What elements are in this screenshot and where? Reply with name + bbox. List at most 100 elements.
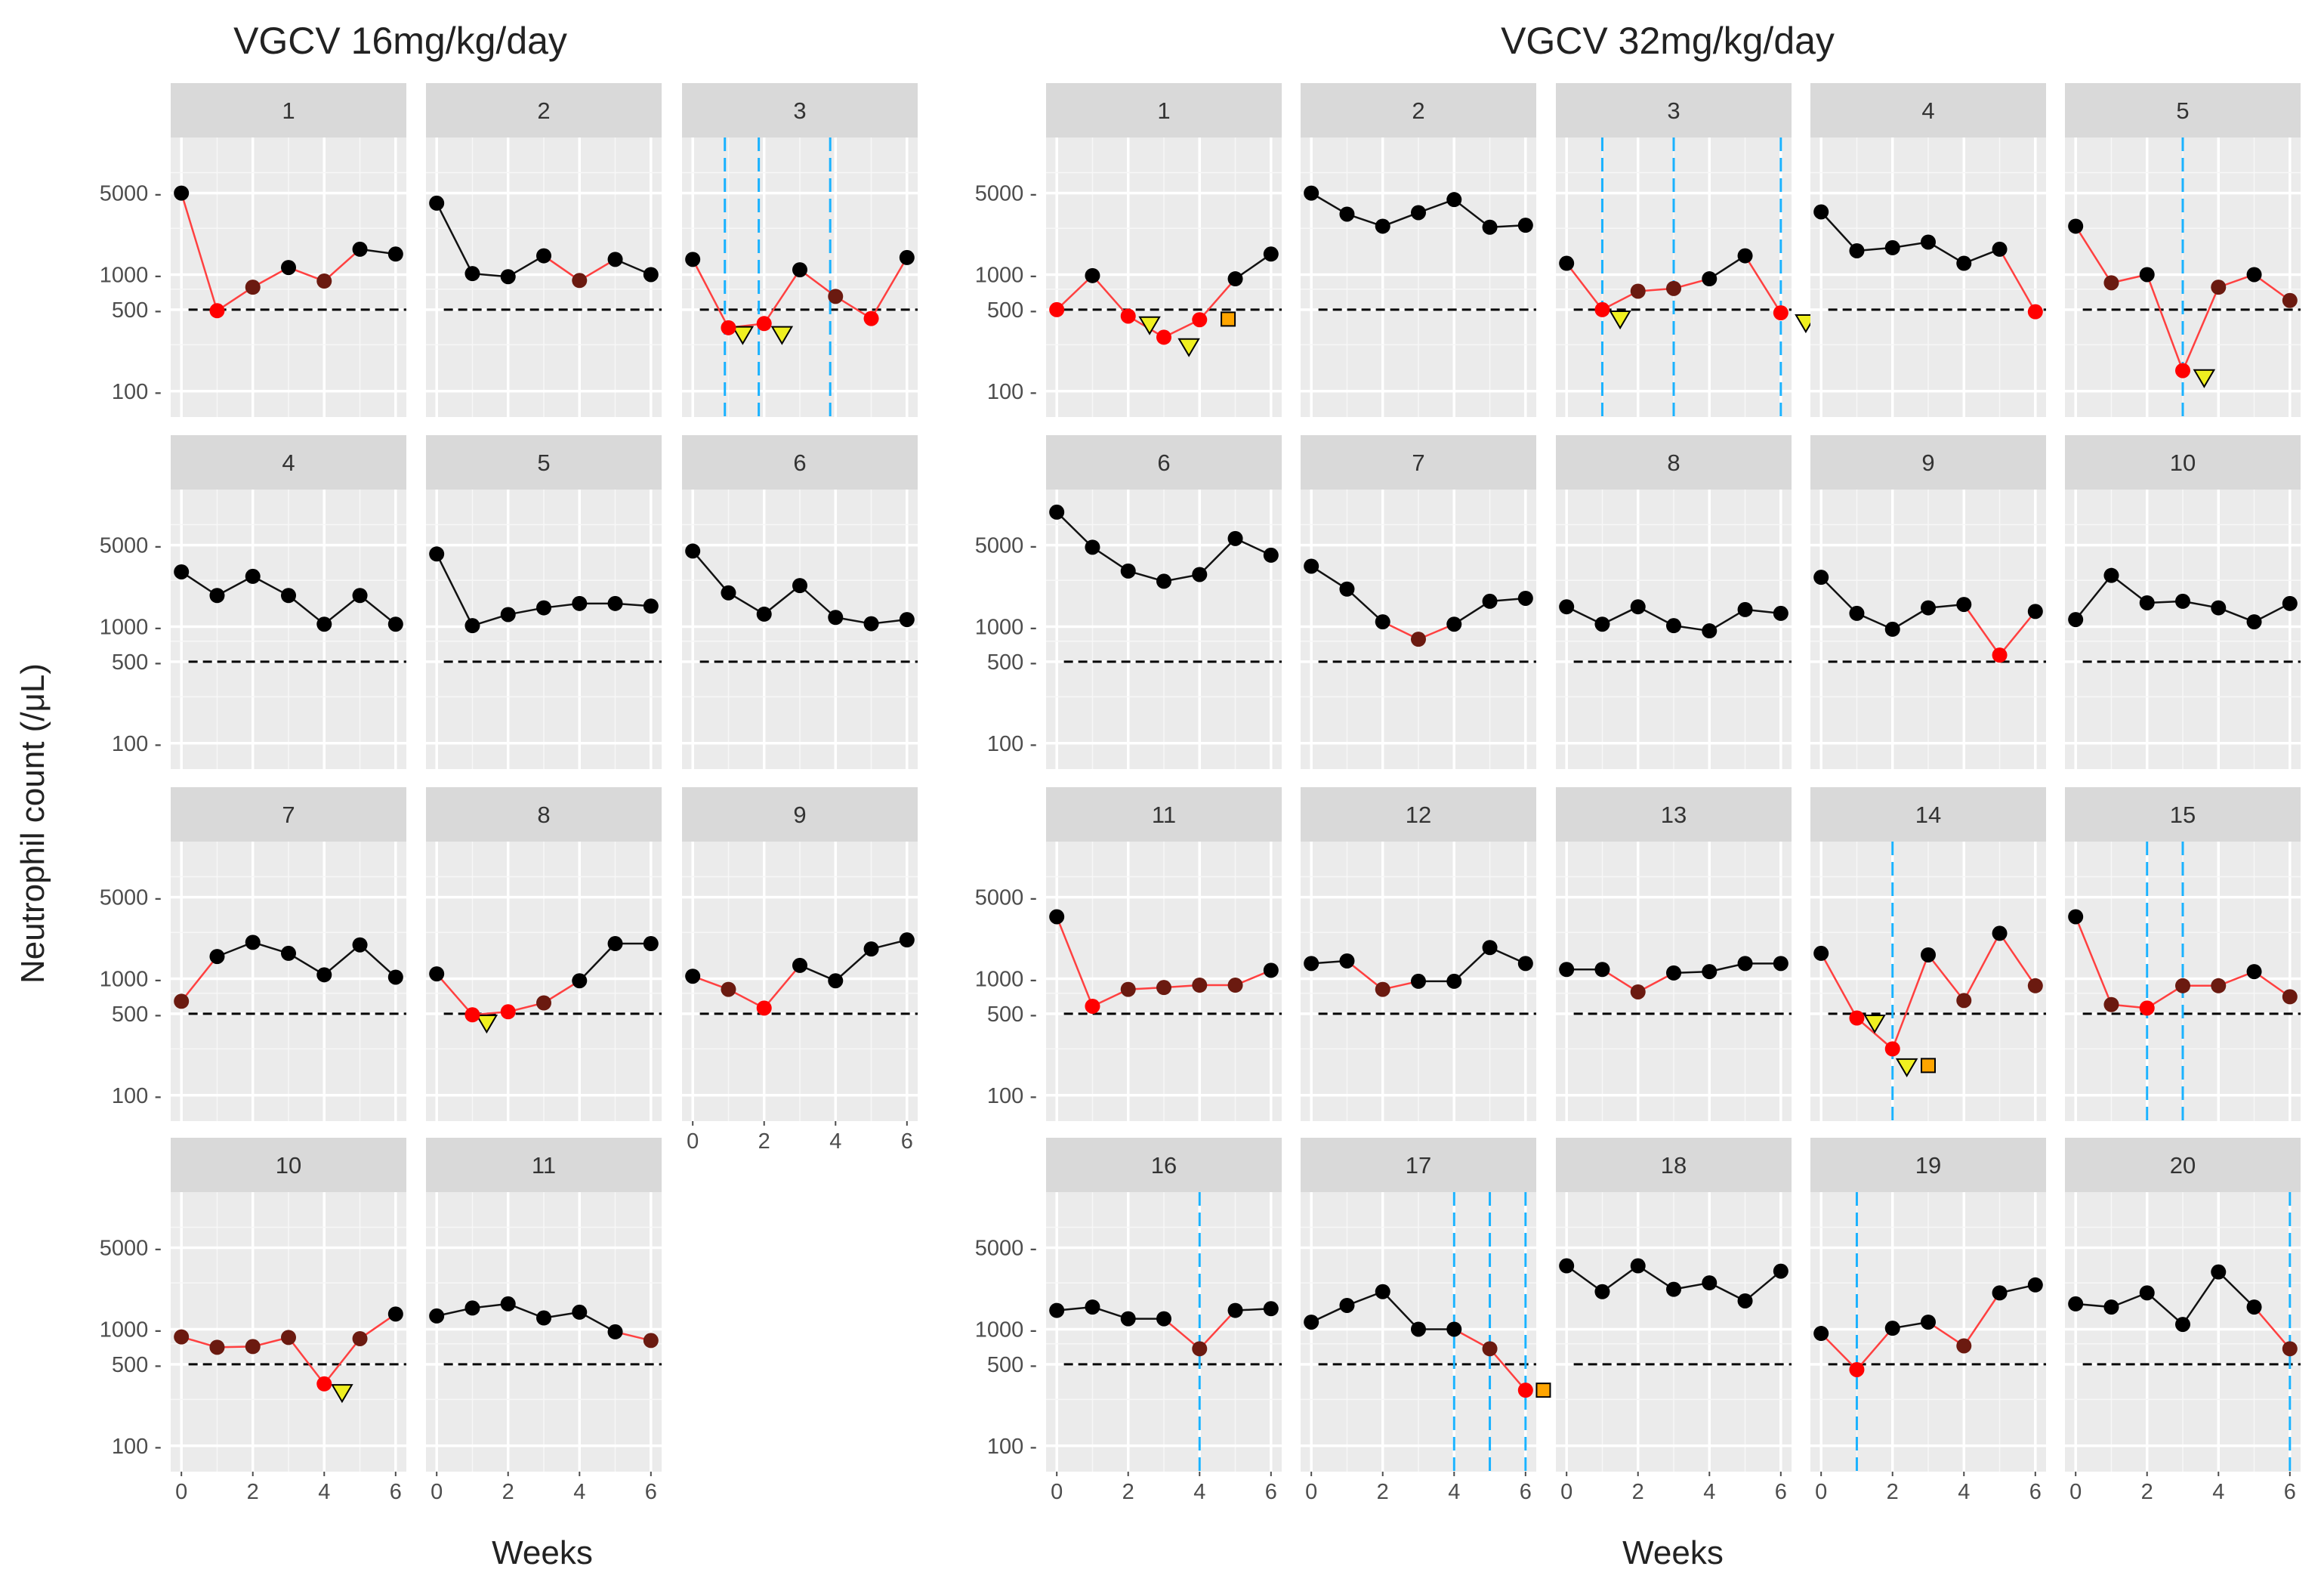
triangle-marker: [331, 1384, 353, 1404]
y-tick-label: 1000 -: [975, 615, 1037, 639]
y-tick-label: 5000 -: [100, 182, 162, 206]
panel-0-10: 10 100 - 500 - 1000 - 5000 - 0 2 4 6: [100, 1138, 406, 1504]
data-point: [209, 588, 225, 604]
data-point: [1446, 192, 1462, 208]
data-point: [2139, 595, 2155, 610]
data-point: [1085, 998, 1100, 1014]
data-point: [2139, 1000, 2155, 1016]
data-point: [2282, 989, 2298, 1005]
x-tick-label: 6: [1775, 1480, 1787, 1504]
data-point: [245, 568, 261, 584]
series-segment: [1744, 255, 1782, 314]
series-segment: [359, 944, 397, 978]
square-marker: [1221, 311, 1236, 327]
data-point: [1411, 205, 1426, 221]
data-point: [464, 1007, 480, 1023]
panel-strip-label: 10: [2170, 450, 2196, 476]
series-segment: [436, 553, 474, 626]
data-point: [1559, 962, 1575, 978]
panel-strip: [682, 435, 918, 490]
panel-strip: [426, 83, 662, 137]
data-point: [1446, 616, 1462, 632]
y-axis-title: Neutrophil count (/μL): [14, 663, 51, 984]
x-tick-label: 6: [645, 1480, 657, 1504]
group-title-32mg: VGCV 32mg/kg/day: [1501, 20, 1835, 62]
x-tick-label: 0: [2069, 1480, 2082, 1504]
panel-strip-label: 11: [1152, 802, 1176, 828]
data-point: [1813, 570, 1829, 585]
data-point: [174, 993, 190, 1009]
data-point: [2139, 267, 2155, 283]
data-point: [1630, 283, 1646, 299]
x-tick-label: 4: [318, 1480, 330, 1504]
panel-1-1: 1 100 - 500 - 1000 - 5000 -: [975, 83, 1282, 417]
data-point: [1482, 1341, 1498, 1357]
data-point: [316, 967, 332, 983]
data-point: [1482, 219, 1498, 235]
gridlines: [1810, 842, 2046, 1121]
data-point: [1666, 618, 1681, 634]
data-point: [1630, 984, 1646, 999]
data-point: [500, 607, 516, 623]
data-point: [464, 1300, 480, 1316]
data-point: [281, 588, 296, 604]
data-point: [1992, 241, 2008, 257]
data-point: [209, 949, 225, 965]
data-point: [756, 606, 772, 622]
y-tick-label: 100 -: [987, 1084, 1037, 1108]
data-point: [2175, 363, 2190, 378]
x-tick-label: 2: [247, 1480, 259, 1504]
data-point: [1375, 981, 1390, 997]
data-point: [209, 303, 225, 319]
data-point: [1921, 234, 1936, 250]
panel-0-9: 9 0 2 4 6: [682, 787, 918, 1154]
x-tick-label: 4: [1448, 1480, 1460, 1504]
data-point: [1813, 204, 1829, 220]
data-point: [1559, 1258, 1575, 1274]
series-segment: [2075, 574, 2113, 620]
data-point: [572, 973, 588, 989]
triangle-marker: [731, 326, 755, 345]
data-point: [1666, 280, 1681, 296]
x-tick-label: 4: [573, 1480, 585, 1504]
group-title-16mg: VGCV 16mg/kg/day: [233, 20, 567, 62]
panel-strip-label: 7: [282, 802, 295, 828]
series-segment: [763, 269, 801, 325]
series-segment: [799, 585, 837, 619]
data-point: [1813, 1326, 1829, 1342]
y-tick-label: 500 -: [987, 298, 1037, 323]
x-tick-label: 2: [1122, 1480, 1134, 1504]
data-point: [1263, 246, 1279, 262]
data-point: [500, 1296, 516, 1311]
data-point: [1339, 1297, 1355, 1313]
series-segment: [323, 1338, 361, 1385]
triangle-marker: [1863, 1015, 1886, 1034]
data-point: [899, 932, 915, 948]
data-point: [2282, 292, 2298, 308]
series-segment: [1820, 1333, 1858, 1370]
panel-1-15: 15: [2065, 787, 2301, 1121]
data-point: [828, 610, 844, 626]
panel-0-4: 4 100 - 500 - 1000 - 5000 -: [100, 435, 406, 769]
data-point: [1227, 530, 1243, 546]
data-point: [1192, 978, 1208, 993]
triangle-marker: [2193, 369, 2216, 388]
series-segment: [323, 944, 361, 976]
series-segment: [1820, 953, 1858, 1019]
data-point: [1263, 547, 1279, 563]
triangle-marker: [475, 1015, 498, 1034]
y-tick-label: 500 -: [112, 1003, 162, 1027]
data-point: [2027, 604, 2043, 619]
y-tick-label: 100 -: [987, 732, 1037, 756]
panel-strip: [1301, 1138, 1536, 1192]
y-tick-label: 1000 -: [100, 1318, 162, 1342]
data-point: [245, 280, 261, 295]
panel-strip-label: 4: [282, 450, 295, 476]
series-segment: [2218, 1271, 2255, 1308]
data-point: [1702, 623, 1718, 639]
data-point: [536, 995, 551, 1011]
data-point: [1411, 973, 1426, 989]
panel-strip: [1810, 435, 2046, 490]
data-point: [2282, 595, 2298, 611]
data-point: [1773, 956, 1789, 972]
